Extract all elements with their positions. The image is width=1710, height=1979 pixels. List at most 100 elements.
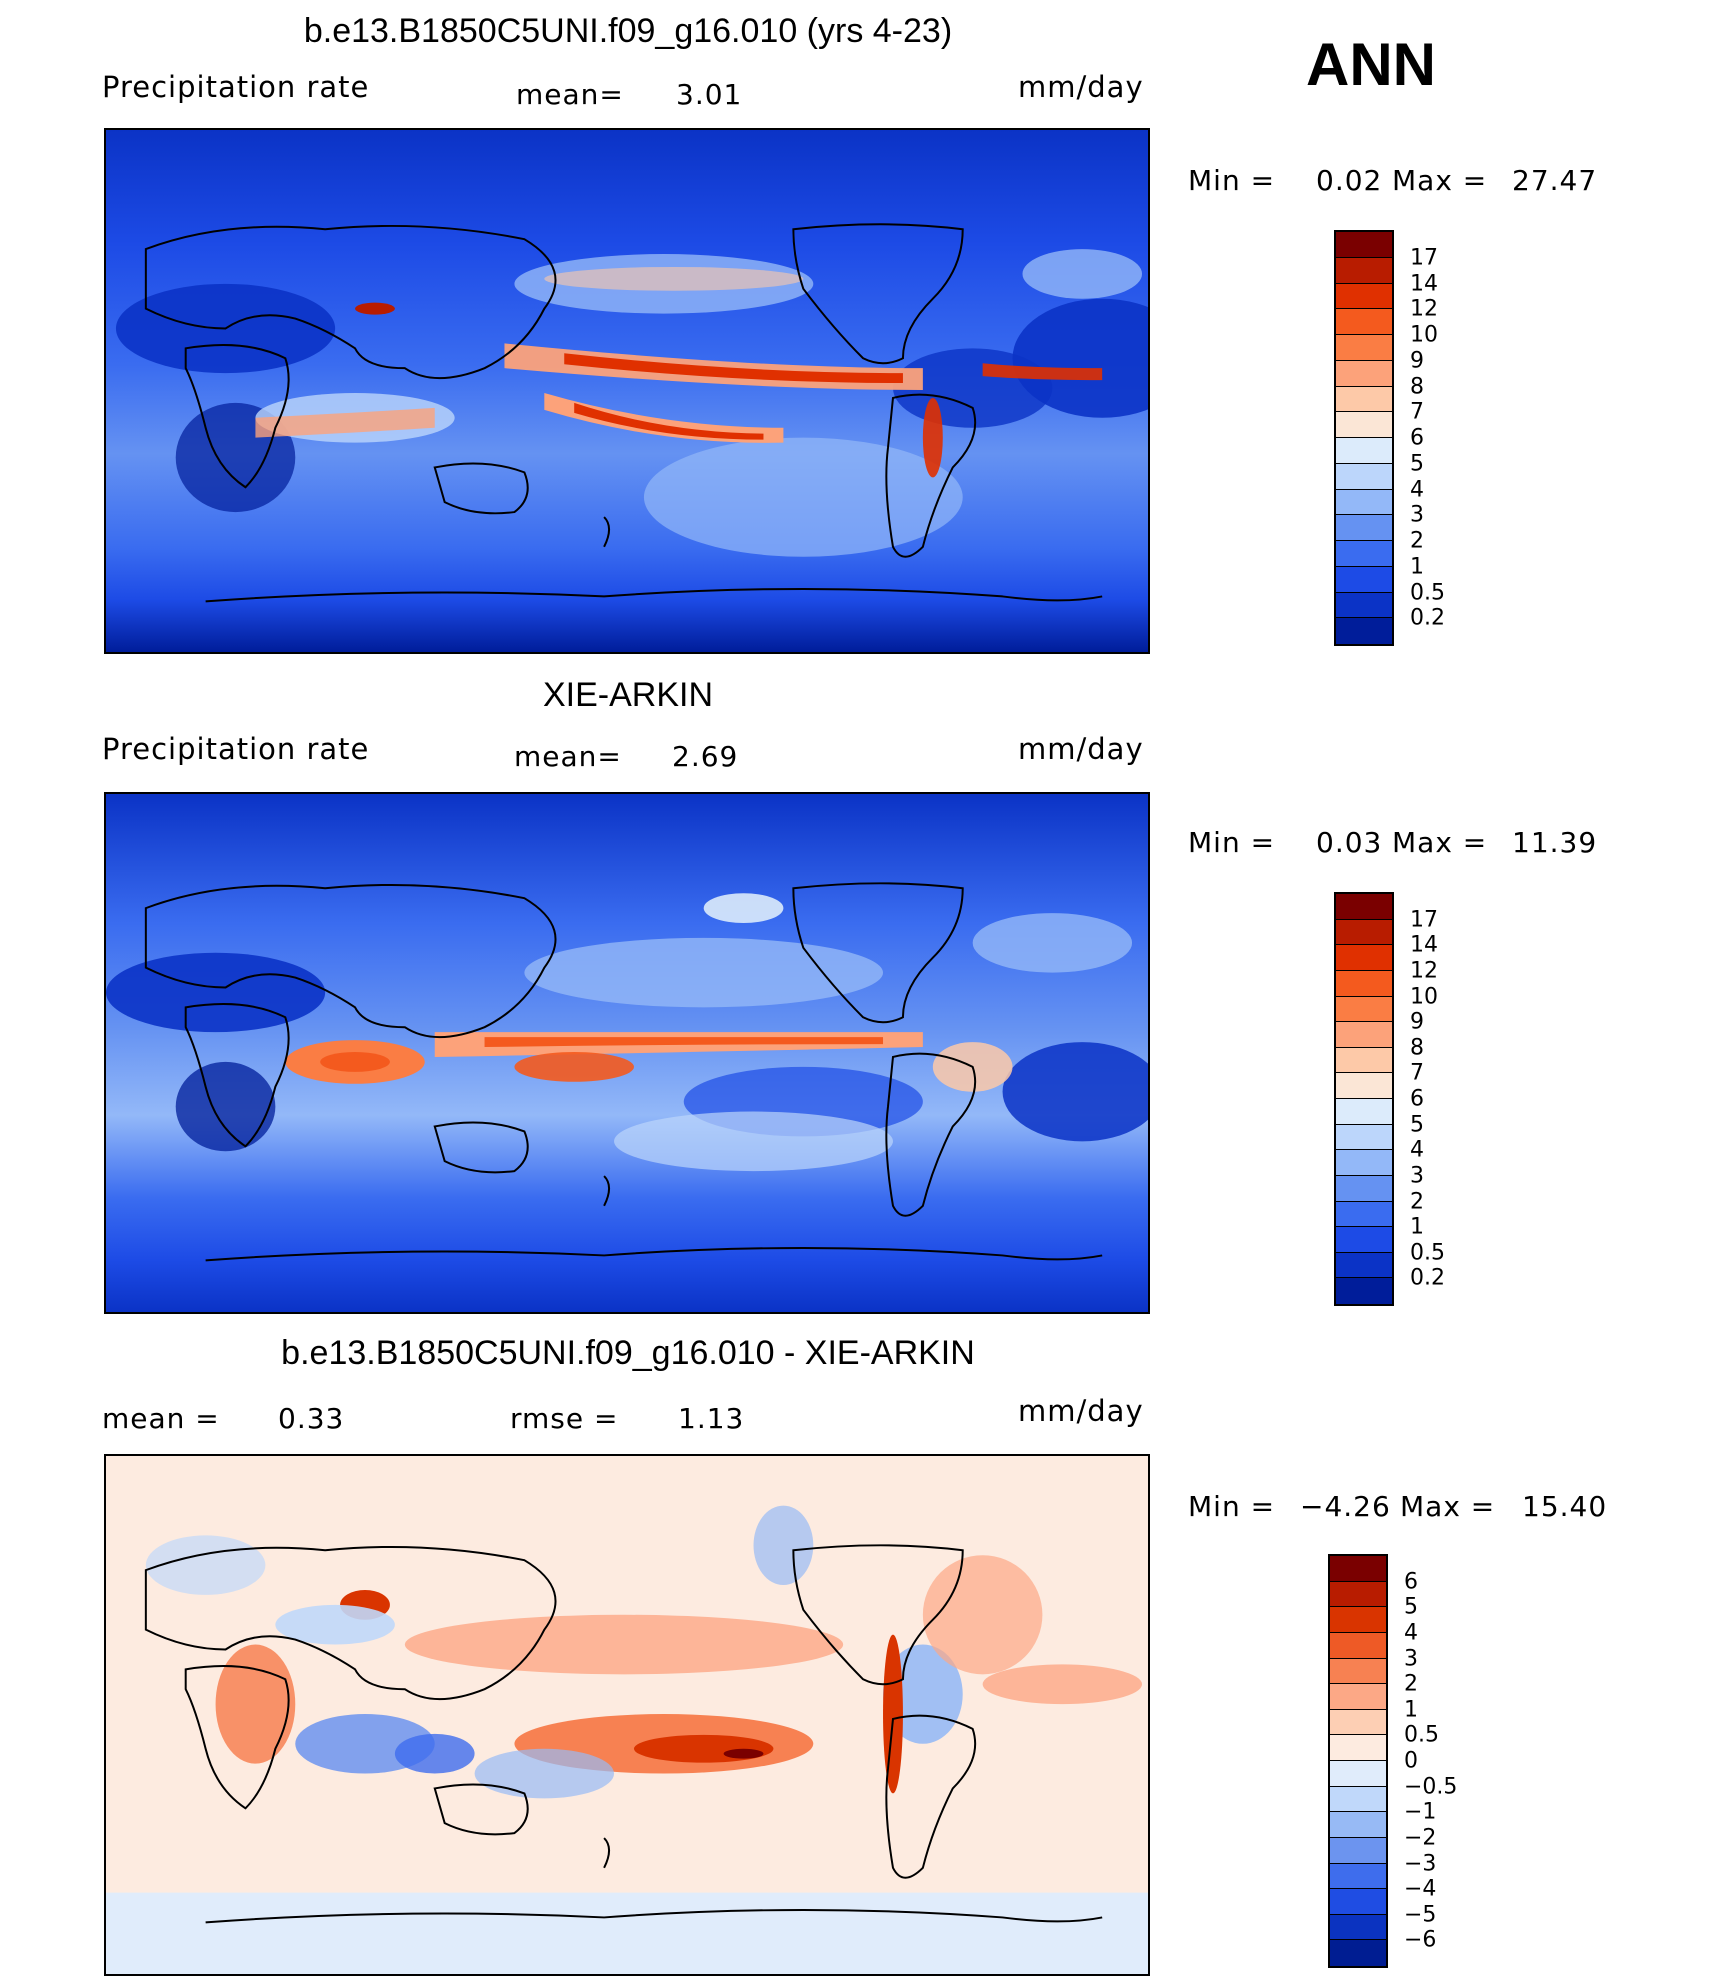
colorbar-swatch bbox=[1336, 360, 1392, 387]
colorbar-swatch bbox=[1336, 438, 1392, 464]
colorbar-tick-label: 6 bbox=[1410, 1086, 1424, 1112]
colorbar-tick-label: 2 bbox=[1410, 1189, 1424, 1214]
colorbar-swatch bbox=[1336, 309, 1392, 335]
colorbar-swatch bbox=[1336, 1201, 1392, 1228]
colorbar-tick-label: 14 bbox=[1410, 932, 1438, 958]
colorbar-tick-label: 0.5 bbox=[1410, 1240, 1445, 1266]
season-label: ANN bbox=[1306, 31, 1436, 98]
colorbar-swatch bbox=[1330, 1889, 1386, 1915]
colorbar-tick-label: −5 bbox=[1404, 1902, 1437, 1928]
colorbar-swatch bbox=[1330, 1658, 1386, 1685]
colorbar-swatch bbox=[1336, 970, 1392, 997]
colorbar-tick-label: 1 bbox=[1410, 1214, 1424, 1240]
panel3-units: mm/day bbox=[1018, 1394, 1144, 1428]
panel1-max-label: Max = bbox=[1392, 164, 1488, 197]
colorbar-tick-label: 5 bbox=[1410, 1112, 1424, 1138]
colorbar-swatch bbox=[1336, 1099, 1392, 1125]
panel3-mean-label: mean = bbox=[102, 1402, 220, 1435]
colorbar-tick-label: 7 bbox=[1410, 399, 1424, 425]
colorbar-swatch bbox=[1336, 1252, 1392, 1279]
colorbar-tick-label: 9 bbox=[1410, 348, 1424, 374]
panel1-field-label: Precipitation rate bbox=[102, 70, 370, 104]
panel2-mean-label: mean= bbox=[514, 740, 622, 773]
colorbar-tick-label: 1 bbox=[1410, 554, 1424, 580]
panel2-mean-value: 2.69 bbox=[672, 740, 739, 773]
colorbar-tick-label: 14 bbox=[1410, 271, 1438, 296]
colorbar-swatch bbox=[1330, 1684, 1386, 1710]
colorbar-tick-label: −4 bbox=[1404, 1876, 1437, 1902]
colorbar-tick-label: 7 bbox=[1410, 1060, 1424, 1086]
colorbar-swatch bbox=[1330, 1709, 1386, 1736]
colorbar-swatch bbox=[1330, 1812, 1386, 1838]
colorbar-swatch bbox=[1336, 1227, 1392, 1253]
colorbar-tick-label: 3 bbox=[1410, 1163, 1424, 1189]
colorbar-swatch bbox=[1330, 1735, 1386, 1761]
panel2-min-label: Min = bbox=[1188, 826, 1276, 859]
panel1-max-value: 27.47 bbox=[1512, 164, 1598, 197]
panel1-colorbar bbox=[1334, 230, 1394, 646]
colorbar-tick-label: 4 bbox=[1410, 477, 1424, 502]
colorbar-swatch bbox=[1336, 515, 1392, 541]
colorbar-swatch bbox=[1336, 566, 1392, 593]
colorbar-tick-label: 0.5 bbox=[1410, 580, 1445, 605]
panel3-max-value: 15.40 bbox=[1522, 1490, 1608, 1523]
colorbar-tick-label: 2 bbox=[1410, 528, 1424, 554]
colorbar-tick-label: 1 bbox=[1404, 1697, 1418, 1723]
colorbar-swatch bbox=[1330, 1761, 1386, 1787]
colorbar-tick-label: 17 bbox=[1410, 907, 1438, 933]
colorbar-swatch bbox=[1330, 1632, 1386, 1659]
panel2-field-label: Precipitation rate bbox=[102, 732, 370, 766]
colorbar-swatch bbox=[1336, 257, 1392, 284]
colorbar-tick-label: 6 bbox=[1410, 425, 1424, 451]
colorbar-tick-label: 5 bbox=[1404, 1594, 1418, 1620]
colorbar-tick-label: 4 bbox=[1410, 1137, 1424, 1163]
colorbar-swatch bbox=[1336, 945, 1392, 971]
panel1-mean-label: mean= bbox=[516, 78, 624, 111]
panel2-max-label: Max = bbox=[1392, 826, 1488, 859]
panel3-title: b.e13.B1850C5UNI.f09_g16.010 - XIE-ARKIN bbox=[281, 1334, 975, 1372]
colorbar-swatch bbox=[1330, 1940, 1386, 1966]
panel3-rmse-label: rmse = bbox=[510, 1402, 619, 1435]
colorbar-tick-label: −1 bbox=[1404, 1799, 1437, 1825]
panel2-title: XIE-ARKIN bbox=[542, 676, 714, 714]
panel3-mean-value: 0.33 bbox=[278, 1402, 345, 1435]
colorbar-tick-label: 17 bbox=[1410, 245, 1438, 271]
colorbar-tick-label: 10 bbox=[1410, 984, 1438, 1009]
colorbar-tick-label: 8 bbox=[1410, 374, 1424, 399]
colorbar-swatch bbox=[1336, 1047, 1392, 1074]
colorbar-tick-label: 3 bbox=[1410, 502, 1424, 528]
colorbar-swatch bbox=[1336, 489, 1392, 516]
colorbar-tick-label: 12 bbox=[1410, 958, 1438, 984]
panel2-units: mm/day bbox=[1018, 732, 1144, 766]
colorbar-swatch bbox=[1330, 1607, 1386, 1633]
colorbar-swatch bbox=[1336, 1124, 1392, 1151]
panel2-map bbox=[104, 792, 1150, 1314]
colorbar-tick-label: 2 bbox=[1404, 1671, 1418, 1697]
colorbar-swatch bbox=[1336, 335, 1392, 361]
colorbar-swatch bbox=[1336, 412, 1392, 438]
panel2-max-value: 11.39 bbox=[1512, 826, 1598, 859]
colorbar-swatch bbox=[1330, 1914, 1386, 1941]
colorbar-swatch bbox=[1336, 1022, 1392, 1048]
panel1-map bbox=[104, 128, 1150, 654]
colorbar-tick-label: 0.2 bbox=[1410, 1265, 1445, 1291]
colorbar-swatch bbox=[1330, 1786, 1386, 1813]
colorbar-tick-label: 0 bbox=[1404, 1748, 1418, 1774]
panel3-min-value: −4.26 bbox=[1300, 1490, 1391, 1523]
colorbar-swatch bbox=[1336, 1175, 1392, 1202]
panel1-mean-value: 3.01 bbox=[676, 78, 743, 111]
colorbar-swatch bbox=[1336, 894, 1392, 920]
colorbar-swatch bbox=[1336, 1073, 1392, 1099]
panel3-colorbar bbox=[1328, 1554, 1388, 1968]
panel3-min-label: Min = bbox=[1188, 1490, 1276, 1523]
colorbar-swatch bbox=[1336, 463, 1392, 490]
colorbar-tick-label: 3 bbox=[1404, 1646, 1418, 1671]
colorbar-tick-label: 0.2 bbox=[1410, 605, 1445, 631]
colorbar-tick-label: −3 bbox=[1404, 1851, 1437, 1876]
colorbar-tick-label: 8 bbox=[1410, 1035, 1424, 1061]
colorbar-tick-label: 5 bbox=[1410, 451, 1424, 477]
panel3-rmse-value: 1.13 bbox=[678, 1402, 745, 1435]
colorbar-swatch bbox=[1330, 1581, 1386, 1608]
colorbar-swatch bbox=[1336, 618, 1392, 644]
colorbar-swatch bbox=[1336, 232, 1392, 258]
